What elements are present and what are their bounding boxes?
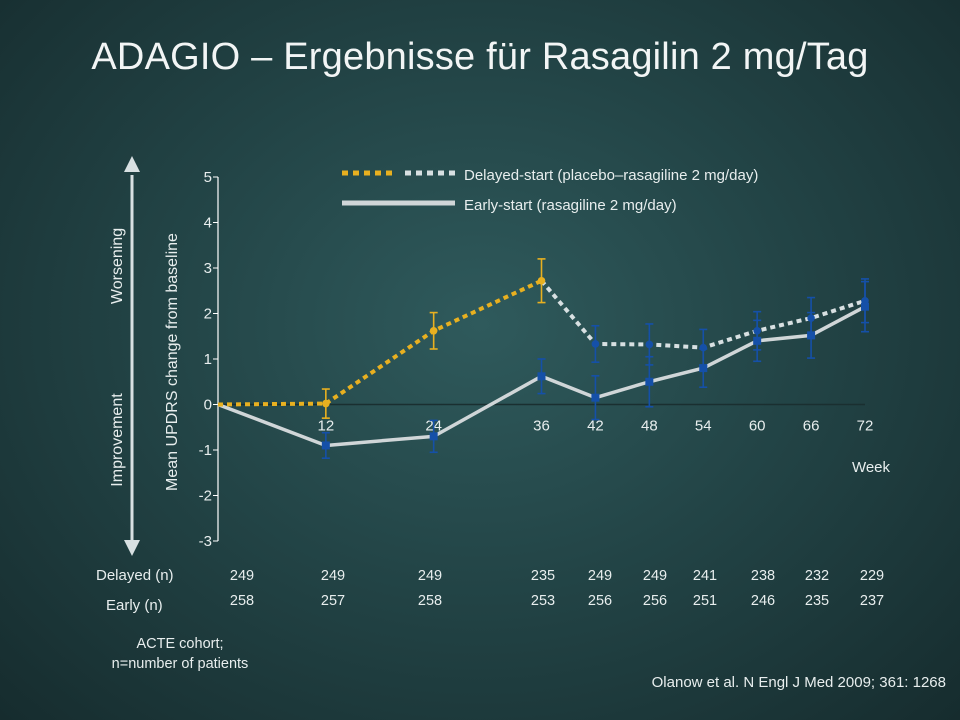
x-tick-label: 36 xyxy=(533,418,550,435)
data-point-early xyxy=(699,364,708,373)
x-tick-label: 66 xyxy=(803,418,820,435)
count-early: 256 xyxy=(643,593,667,609)
data-point-early xyxy=(753,336,762,345)
count-delayed: 229 xyxy=(860,568,884,584)
count-early: 251 xyxy=(693,593,717,609)
footnote-line-1: ACTE cohort; xyxy=(136,636,224,652)
x-tick-label: 54 xyxy=(695,418,712,435)
page-title: ADAGIO – Ergebnisse für Rasagilin 2 mg/T… xyxy=(91,36,869,78)
y-tick-label: 0 xyxy=(204,397,212,414)
y-tick-label: 5 xyxy=(204,169,212,186)
data-point-early xyxy=(861,302,869,311)
data-point-early xyxy=(807,331,816,340)
data-point-early xyxy=(591,393,600,402)
footnote: ACTE cohort; n=number of patients xyxy=(70,634,290,674)
count-delayed: 235 xyxy=(531,568,555,584)
count-delayed: 249 xyxy=(588,568,612,584)
series-line-early xyxy=(217,305,866,448)
series-line-delayed-placebo xyxy=(217,278,543,407)
count-early: 237 xyxy=(860,593,884,609)
x-tick-label: 72 xyxy=(857,418,874,435)
x-tick-label: 12 xyxy=(317,418,334,435)
count-delayed: 249 xyxy=(321,568,345,584)
legend-entry-delayed: Delayed-start (placebo–rasagiline 2 mg/d… xyxy=(464,167,758,184)
direction-indicator: Worsening Improvement xyxy=(109,156,140,556)
y-tick-label: 1 xyxy=(204,351,212,368)
count-delayed: 238 xyxy=(751,568,775,584)
series-layer xyxy=(217,258,869,459)
count-delayed: 241 xyxy=(693,568,717,584)
y-tick-label: 2 xyxy=(204,306,212,323)
y-tick-label: -2 xyxy=(199,488,212,505)
improvement-arrow-head xyxy=(124,540,140,556)
count-early: 246 xyxy=(751,593,775,609)
count-early: 258 xyxy=(230,593,254,609)
count-delayed: 249 xyxy=(418,568,442,584)
x-tick-label: 48 xyxy=(641,418,658,435)
y-tick-label: -3 xyxy=(199,533,212,550)
x-axis-title: Week xyxy=(852,459,891,476)
x-tick-label: 42 xyxy=(587,418,604,435)
improvement-label: Improvement xyxy=(109,393,126,487)
data-point-delayed xyxy=(429,326,438,335)
data-point-early xyxy=(537,372,546,381)
source-citation: Olanow et al. N Engl J Med 2009; 361: 12… xyxy=(651,674,946,691)
data-point-early xyxy=(429,432,438,441)
data-point-delayed xyxy=(591,340,600,348)
x-tick-label: 60 xyxy=(749,418,766,435)
y-tick-label: 4 xyxy=(204,215,212,232)
count-delayed: 249 xyxy=(643,568,667,584)
data-point-early xyxy=(645,377,654,386)
counts-table: Delayed (n) Early (n) 249 249 249 235 249 249… xyxy=(96,567,884,614)
count-delayed: 249 xyxy=(230,568,254,584)
count-early: 258 xyxy=(418,593,442,609)
count-early: 257 xyxy=(321,593,345,609)
legend: Delayed-start (placebo–rasagiline 2 mg/d… xyxy=(342,167,758,214)
worsening-arrow-head xyxy=(124,156,140,172)
legend-entry-early: Early-start (rasagiline 2 mg/day) xyxy=(464,197,677,214)
count-early: 235 xyxy=(805,593,829,609)
worsening-label: Worsening xyxy=(109,228,126,304)
data-point-delayed xyxy=(645,340,654,349)
count-early: 256 xyxy=(588,593,612,609)
early-n-label: Early (n) xyxy=(106,597,163,614)
data-point-delayed xyxy=(537,276,546,285)
count-delayed: 232 xyxy=(805,568,829,584)
count-early: 253 xyxy=(531,593,555,609)
y-tick-label: 3 xyxy=(204,260,212,277)
footnote-line-2: n=number of patients xyxy=(111,656,249,672)
data-point-early xyxy=(321,441,330,450)
data-point-delayed xyxy=(322,399,330,408)
delayed-n-label: Delayed (n) xyxy=(96,567,174,584)
y-axis-title: Mean UPDRS change from baseline xyxy=(164,233,181,491)
y-tick-label: -1 xyxy=(199,442,212,459)
